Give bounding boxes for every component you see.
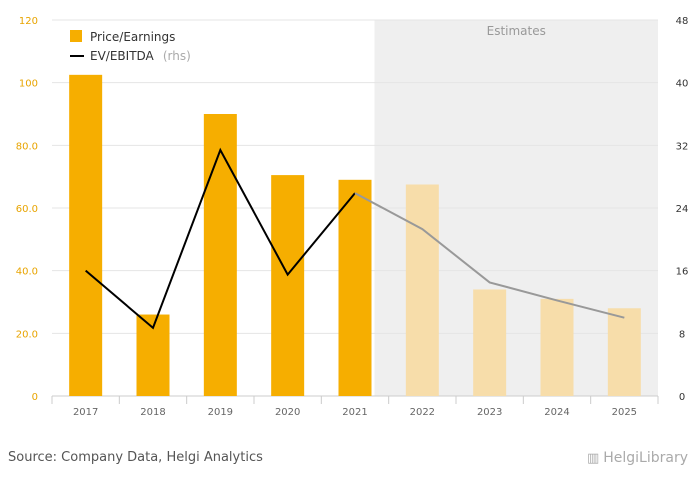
y-left-tick-label: 40.0 xyxy=(16,267,38,278)
line-ev-ebitda-actual xyxy=(85,147,356,330)
y-right-tick-label: 48 xyxy=(676,16,689,27)
library-icon: ▥ xyxy=(586,450,600,466)
y-right-tick-label: 24 xyxy=(676,204,689,215)
y-right-tick-label: 32 xyxy=(676,141,689,152)
x-tick-label: 2019 xyxy=(208,407,233,418)
chart-svg: Estimates 0 0 20.0 8 40.0 16 60.0 24 80.0 32 100 40… xyxy=(16,16,689,418)
x-tick-label: 2018 xyxy=(140,407,165,418)
bar-price-earnings xyxy=(271,175,305,396)
legend-label-ev-ebitda: EV/EBITDA (rhs) xyxy=(90,45,191,64)
bar-price-earnings xyxy=(405,184,439,396)
source-note: Source: Company Data, Helgi Analytics xyxy=(8,450,263,465)
y-right-tick-label: 0 xyxy=(679,392,685,403)
legend-swatch-price-earnings xyxy=(70,30,82,42)
y-right-tick-label: 16 xyxy=(676,267,689,278)
estimates-label: Estimates xyxy=(487,24,546,38)
y-left-tick-label: 0 xyxy=(32,392,38,403)
legend-label-price-earnings: Price/Earnings xyxy=(90,30,175,44)
y-right-tick-label: 8 xyxy=(679,329,685,340)
brand-name: HelgiLibrary xyxy=(603,450,688,466)
y-left-tick-label: 20.0 xyxy=(16,329,38,340)
x-tick-label: 2024 xyxy=(544,407,569,418)
legend-label-ev-ebitda-suffix: (rhs) xyxy=(163,49,191,63)
y-right-tick-label: 40 xyxy=(676,79,689,90)
x-tick-label: 2022 xyxy=(410,407,435,418)
bar-price-earnings xyxy=(203,114,237,396)
bar-price-earnings xyxy=(540,298,574,396)
y-left-tick-label: 100 xyxy=(19,79,38,90)
y-left-tick-label: 120 xyxy=(19,16,38,27)
brand-logo: ▥ HelgiLibrary xyxy=(587,450,688,466)
y-left-tick-label: 60.0 xyxy=(16,204,38,215)
x-tick-label: 2023 xyxy=(477,407,502,418)
bar-price-earnings xyxy=(338,179,372,396)
line-ev-ebitda-estimate xyxy=(354,192,625,319)
x-tick-label: 2021 xyxy=(342,407,367,418)
bar-price-earnings xyxy=(473,289,507,396)
bar-price-earnings xyxy=(607,308,641,396)
x-tick-label: 2020 xyxy=(275,407,300,418)
bar-price-earnings xyxy=(69,74,103,396)
x-tick-label: 2017 xyxy=(73,407,98,418)
legend-label-ev-ebitda-name: EV/EBITDA xyxy=(90,49,155,63)
x-tick-label: 2025 xyxy=(612,407,637,418)
y-left-tick-label: 80.0 xyxy=(16,141,38,152)
